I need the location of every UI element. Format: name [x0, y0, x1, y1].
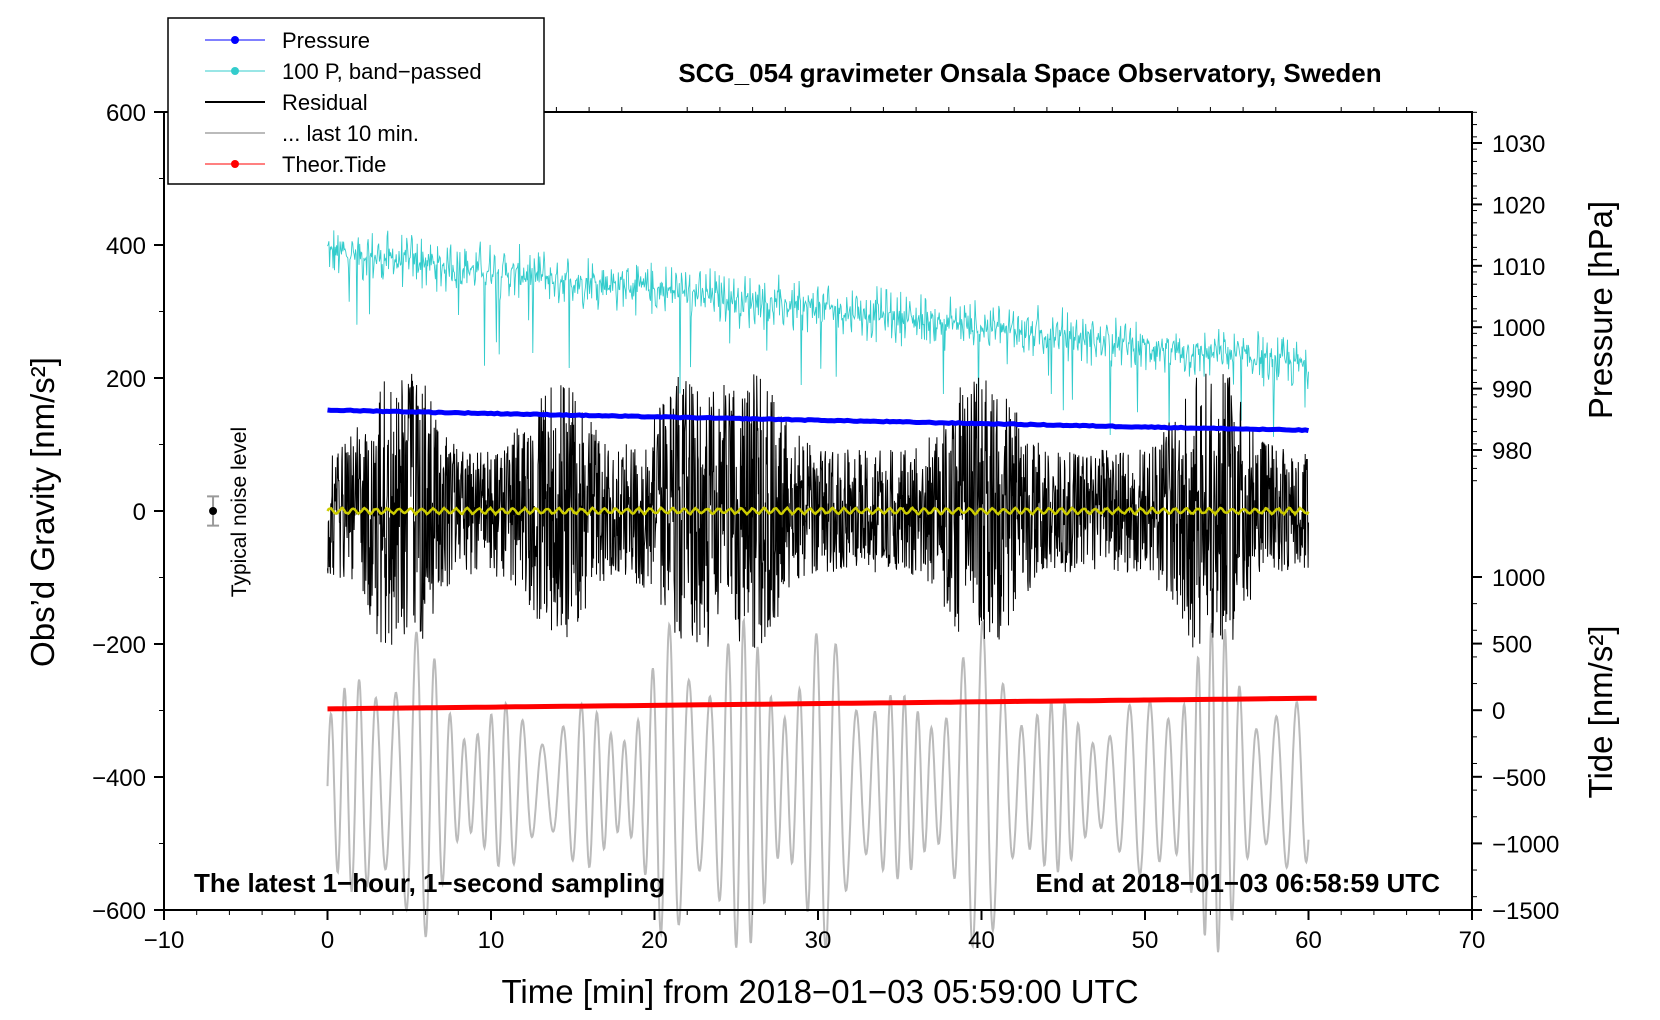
series-layer: [207, 230, 1317, 953]
pressure-tick-label: 1010: [1492, 254, 1545, 281]
x-tick-label: 30: [805, 927, 832, 954]
legend-label: Residual: [282, 90, 368, 115]
y-axis-label-pressure: Pressure [hPa]: [1582, 201, 1619, 419]
annotation-end-time: End at 2018−01−03 06:58:59 UTC: [1035, 868, 1440, 898]
noise-level-label: Typical noise level: [228, 427, 251, 597]
y-tick-label: −200: [92, 632, 146, 659]
legend-label: Theor.Tide: [282, 152, 386, 177]
x-axis-label: Time [min] from 2018−01−03 05:59:00 UTC: [501, 973, 1138, 1010]
axes-layer: −10 0 10 20 30 40 50 60 70−600−400−2000200400600…: [92, 100, 1559, 954]
series-band-passed-pressure: [327, 230, 1309, 437]
y-tick-label: 200: [106, 366, 146, 393]
x-tick-label: 50: [1132, 927, 1159, 954]
tide-tick-label: −1000: [1492, 831, 1559, 858]
tide-tick-label: 1000: [1492, 565, 1545, 592]
x-tick-label: 10: [478, 927, 505, 954]
series-last-10-min: [326, 616, 1310, 953]
x-tick-label: 0: [321, 927, 334, 954]
y-tick-label: 600: [106, 100, 146, 127]
y-tick-label: 0: [133, 499, 146, 526]
y-axis-label-left: Obs’d Gravity [nm/s²]: [24, 357, 61, 667]
series-theor-tide: [327, 695, 1317, 712]
series-residual: [327, 373, 1309, 648]
x-tick-label: 20: [641, 927, 668, 954]
pressure-tick-label: 980: [1492, 438, 1532, 465]
y-tick-label: −400: [92, 765, 146, 792]
legend-label: ... last 10 min.: [282, 121, 419, 146]
x-tick-label: 40: [968, 927, 995, 954]
legend-marker: [231, 36, 239, 44]
annotation-sampling: The latest 1−hour, 1−second sampling: [194, 868, 665, 898]
x-tick-label: −10: [144, 927, 185, 954]
y-tick-label: 400: [106, 233, 146, 260]
pressure-tick-label: 1030: [1492, 131, 1545, 158]
y-tick-label: −600: [92, 898, 146, 925]
tide-tick-label: −500: [1492, 765, 1546, 792]
tide-tick-label: 500: [1492, 632, 1532, 659]
tide-tick-label: −1500: [1492, 898, 1559, 925]
pressure-tick-label: 1000: [1492, 315, 1545, 342]
legend-label: Pressure: [282, 28, 370, 53]
pressure-tick-label: 1020: [1492, 192, 1545, 219]
y-axis-label-tide: Tide [nm/s²]: [1582, 626, 1619, 799]
legend-label: 100 P, band−passed: [282, 59, 482, 84]
noise-point: [209, 507, 218, 515]
x-tick-label: 60: [1295, 927, 1322, 954]
tide-tick-label: 0: [1492, 698, 1505, 725]
pressure-tick-label: 990: [1492, 377, 1532, 404]
series-pressure: [327, 407, 1310, 434]
chart-title: SCG_054 gravimeter Onsala Space Observat…: [678, 58, 1381, 88]
legend-marker: [231, 160, 239, 168]
x-tick-label: 70: [1459, 927, 1486, 954]
legend-marker: [231, 67, 239, 75]
series-residual-smoothed: [326, 505, 1310, 517]
legend: Pressure 100 P, band−passed Residual ... la…: [167, 17, 545, 185]
